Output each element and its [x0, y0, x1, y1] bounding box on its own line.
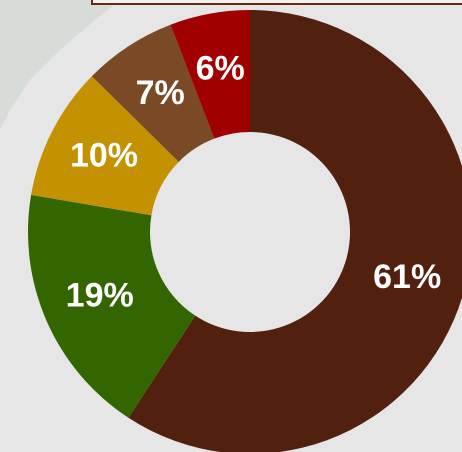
donut: 61% 19% 10% 7% 6% — [27, 9, 462, 452]
data-label: 7% — [136, 74, 185, 112]
map-texture — [0, 0, 120, 130]
data-label: 19% — [66, 277, 134, 315]
slice — [128, 10, 462, 452]
data-label: 10% — [70, 136, 138, 174]
slice — [27, 194, 196, 418]
data-label: 61% — [373, 258, 441, 296]
slice — [170, 9, 250, 139]
header-box — [91, 0, 462, 5]
data-label: 6% — [196, 50, 245, 88]
slice — [91, 24, 215, 162]
slice — [31, 76, 179, 216]
